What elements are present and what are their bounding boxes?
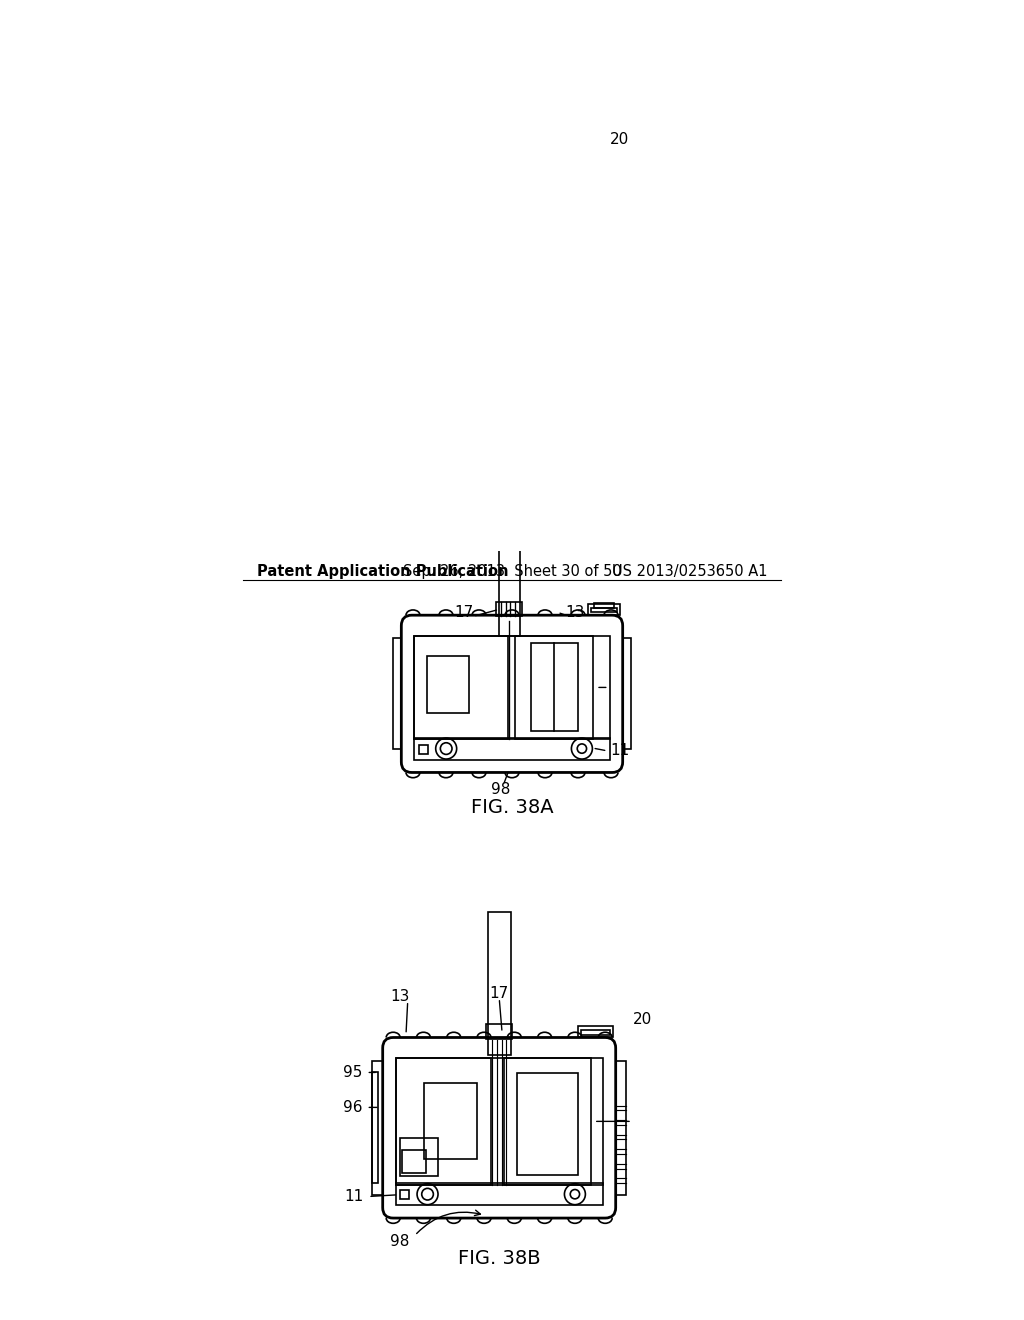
- Bar: [615, 1061, 626, 1195]
- Bar: [486, 1024, 512, 1039]
- Text: 96: 96: [343, 1100, 362, 1115]
- Bar: [487, 912, 511, 1055]
- Text: 98: 98: [390, 1234, 410, 1249]
- Bar: [578, 1026, 612, 1038]
- Text: 98: 98: [490, 783, 510, 797]
- Bar: [594, 603, 614, 607]
- Bar: [414, 636, 508, 739]
- Text: 11: 11: [345, 1189, 365, 1204]
- Bar: [395, 1057, 603, 1185]
- Bar: [372, 1061, 383, 1195]
- Bar: [393, 639, 401, 750]
- Bar: [395, 1183, 603, 1205]
- Bar: [581, 1030, 610, 1035]
- Bar: [372, 1072, 378, 1183]
- Text: Patent Application Publication: Patent Application Publication: [257, 564, 509, 579]
- Bar: [414, 636, 610, 739]
- Bar: [497, 602, 522, 616]
- Text: Sep. 26, 2013  Sheet 30 of 50: Sep. 26, 2013 Sheet 30 of 50: [402, 564, 622, 579]
- Bar: [504, 1057, 591, 1185]
- Bar: [402, 1150, 426, 1173]
- Bar: [591, 607, 616, 612]
- Bar: [499, 519, 519, 636]
- Bar: [400, 1191, 410, 1200]
- Text: 20: 20: [610, 132, 629, 148]
- Text: FIG. 38B: FIG. 38B: [458, 1249, 541, 1269]
- Bar: [588, 603, 620, 615]
- Bar: [419, 744, 428, 754]
- Text: 95: 95: [343, 1065, 362, 1080]
- Text: 20: 20: [633, 1012, 652, 1027]
- Bar: [414, 738, 610, 759]
- Bar: [623, 639, 631, 750]
- Bar: [515, 636, 593, 739]
- Bar: [517, 1073, 578, 1175]
- Bar: [424, 1084, 476, 1159]
- Bar: [427, 656, 469, 713]
- Bar: [400, 1138, 438, 1176]
- Text: 13: 13: [565, 605, 585, 620]
- Bar: [530, 643, 578, 731]
- Text: 13: 13: [390, 989, 410, 1005]
- Bar: [395, 1057, 490, 1185]
- Text: 17: 17: [455, 605, 474, 620]
- Text: 17: 17: [489, 986, 509, 1002]
- Text: 11: 11: [610, 743, 629, 759]
- Text: US 2013/0253650 A1: US 2013/0253650 A1: [611, 564, 767, 579]
- Text: FIG. 38A: FIG. 38A: [471, 797, 553, 817]
